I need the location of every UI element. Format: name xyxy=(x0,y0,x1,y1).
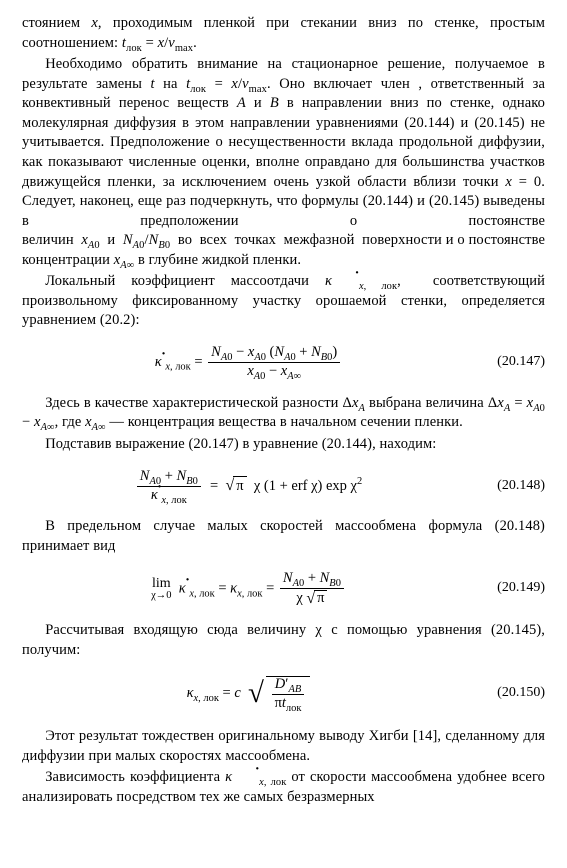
paragraph-5: Подставив выражение (20.147) в уравнение… xyxy=(22,435,545,455)
equation-20-147: κ x, лок = NA0 − xA0 (NA0 + NB0) xA0 − x… xyxy=(22,345,545,380)
paragraph-2: Необходимо обратить внимание на стациона… xyxy=(22,55,545,270)
paragraph-1: стоянием x, проходимым пленкой при стека… xyxy=(22,14,545,53)
equation-number: (20.149) xyxy=(475,579,545,598)
paragraph-7: Рассчитывая входящую сюда величину χ с п… xyxy=(22,621,545,660)
paragraph-9: Зависимость коэффициента κ x, лок от ско… xyxy=(22,768,545,807)
equation-number: (20.147) xyxy=(475,353,545,372)
paragraph-3: Локальный коэффициент массоотдачи κ x, л… xyxy=(22,272,545,331)
equation-number: (20.148) xyxy=(475,477,545,496)
paragraph-6: В предельном случае малых скоростей масс… xyxy=(22,517,545,556)
equation-20-150: κx, лок = c √ D′AB πtлок (20.150) xyxy=(22,674,545,713)
equation-20-148: NA0 + NB0 κ x, лок = √π χ (1 + erf χ) ex… xyxy=(22,469,545,504)
paragraph-8: Этот результат тождествен оригинальному … xyxy=(22,727,545,766)
paragraph-4: Здесь в качестве характеристической разн… xyxy=(22,394,545,433)
page: стоянием x, проходимым пленкой при стека… xyxy=(0,0,567,832)
equation-20-149: limχ→0 κ x, лок = κx, лок = NA0 + NB0 χ … xyxy=(22,571,545,607)
equation-number: (20.150) xyxy=(475,684,545,703)
